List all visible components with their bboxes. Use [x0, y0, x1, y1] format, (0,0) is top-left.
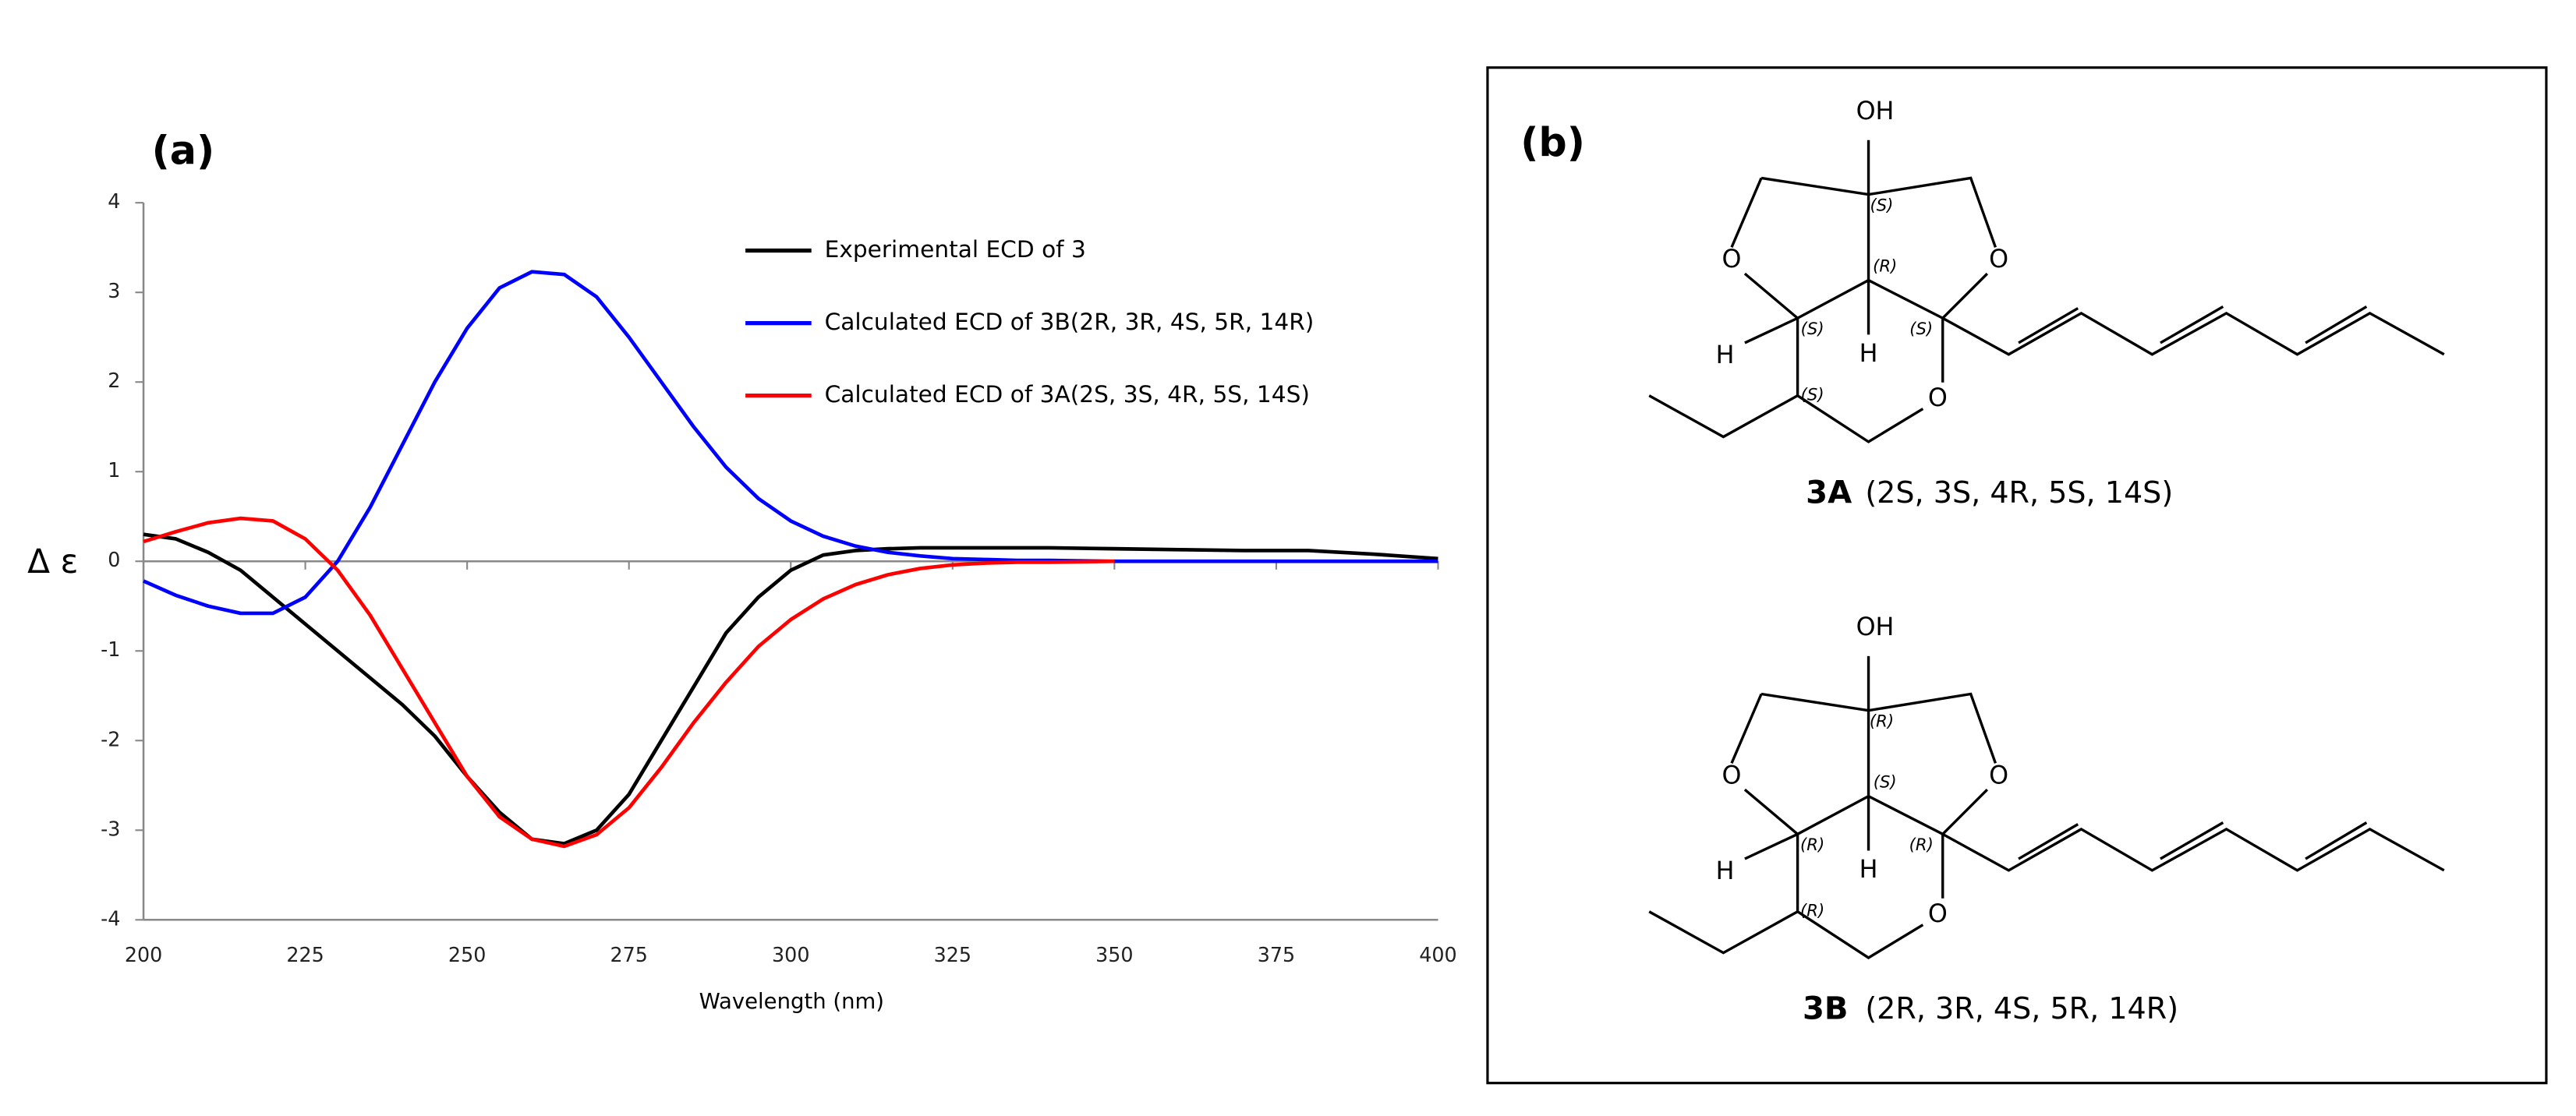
- x-tick-label: 300: [772, 943, 809, 966]
- x-tick-label: 375: [1258, 943, 1295, 966]
- atom: H: [1716, 857, 1735, 885]
- legend-label: Experimental ECD of 3: [825, 236, 1086, 263]
- panel-a-label: (a): [152, 128, 215, 174]
- skeleton: [1647, 139, 2446, 443]
- structure-name: 3B: [1803, 991, 1849, 1027]
- stereo: (R): [1909, 835, 1934, 854]
- atom: O: [1722, 761, 1742, 789]
- structure-3a: OH O O O H H (S) (R) (S) (S) (S) 3A (2S,…: [1647, 97, 2446, 511]
- y-tick-label: -1: [101, 637, 120, 661]
- structure-name: 3A: [1806, 475, 1852, 511]
- panel-b-label: (b): [1520, 119, 1585, 165]
- x-tick-label: 275: [610, 943, 647, 966]
- x-tick-label: 250: [448, 943, 486, 966]
- y-tick-label: -4: [101, 906, 120, 930]
- x-tick-label: 225: [286, 943, 324, 966]
- y-tick-label: -3: [101, 817, 120, 840]
- stereo: (S): [1801, 319, 1824, 338]
- atom: H: [1716, 341, 1735, 369]
- y-tick-label: 2: [108, 369, 120, 392]
- y-tick-label: 1: [108, 458, 120, 482]
- x-tick-label: 200: [125, 943, 162, 966]
- y-tick-label: 4: [108, 189, 120, 213]
- atom: H: [1859, 856, 1878, 884]
- structure-config: (2S, 3S, 4R, 5S, 14S): [1865, 475, 2173, 510]
- y-tick-label: -2: [101, 727, 120, 750]
- structure-3b: OH O O O H H (R) (S) (R) (R) (R) 3B (2R,…: [1647, 613, 2446, 1027]
- atom: OH: [1856, 613, 1895, 641]
- stereo: (S): [1801, 385, 1824, 404]
- legend-label: Calculated ECD of 3B(2R, 3R, 4S, 5R, 14R…: [825, 309, 1315, 335]
- series-line: [143, 516, 1115, 849]
- atom: O: [1722, 245, 1742, 274]
- stereo: (S): [1870, 195, 1894, 214]
- stereo: (R): [1800, 901, 1824, 920]
- atom: O: [1989, 761, 2008, 789]
- stereo: (R): [1873, 256, 1897, 276]
- atom: O: [1928, 384, 1948, 412]
- legend-label: Calculated ECD of 3A(2S, 3S, 4R, 5S, 14S…: [825, 381, 1310, 408]
- atom: OH: [1856, 97, 1895, 125]
- x-axis-label: Wavelength (nm): [699, 989, 884, 1014]
- x-tick-label: 400: [1419, 943, 1456, 966]
- y-tick-label: 0: [108, 548, 120, 571]
- stereo: (S): [1909, 319, 1933, 338]
- atom: O: [1989, 245, 2008, 274]
- x-tick-label: 350: [1095, 943, 1133, 966]
- atom: O: [1928, 900, 1948, 928]
- stereo: (R): [1800, 835, 1824, 854]
- panel-b-frame: [1486, 66, 2548, 1085]
- skeleton: [1647, 655, 2446, 959]
- plot: -4 -3 -2 -1 0 1 2 3 4 200 225 250 275 300 325 350 375 400…: [101, 189, 1457, 966]
- stereo: (R): [1870, 711, 1894, 730]
- stereo: (S): [1874, 772, 1897, 792]
- series-line: [143, 532, 1438, 846]
- structure-config: (2R, 3R, 4S, 5R, 14R): [1865, 991, 2178, 1026]
- y-tick-label: 3: [108, 279, 120, 302]
- atom: H: [1859, 340, 1878, 368]
- y-axis-label: Δ ε: [27, 542, 78, 581]
- x-tick-label: 325: [934, 943, 971, 966]
